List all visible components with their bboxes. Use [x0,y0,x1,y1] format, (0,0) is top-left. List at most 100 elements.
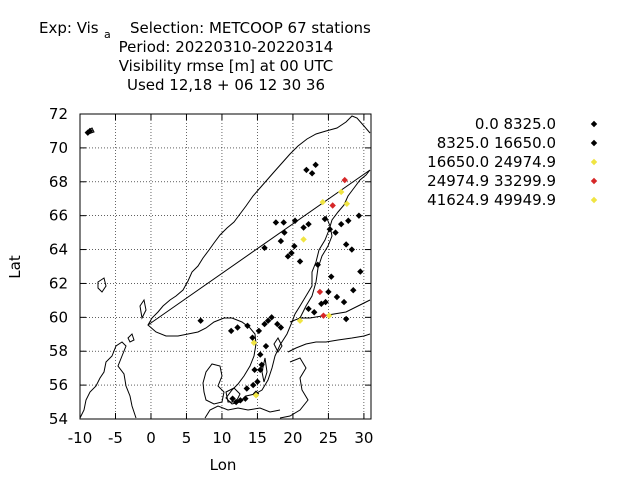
data-point [357,268,364,275]
data-point [308,170,316,177]
data-point [337,188,345,196]
data-point [277,324,285,331]
data-point [300,236,307,243]
data-point [249,381,257,389]
data-point [333,293,341,301]
data-point [320,312,327,319]
coastline-orkney [127,333,135,343]
coastline-oland [261,357,268,383]
data-point [316,288,324,296]
y-tick-label: 68 [49,173,68,191]
chart-title: Exp: Vis a Selection: METCOOP 67 station… [39,19,371,94]
data-point [251,366,258,374]
y-tick-label: 54 [49,410,68,428]
legend-marker [590,139,598,147]
x-tick-label: 30 [354,429,373,447]
legend-entry-label: 41624.9 49949.9 [427,191,556,209]
legend-entry-label: 8325.0 16650.0 [437,134,556,152]
data-point [314,261,321,269]
title-variable: Visibility rmse [m] at 00 UTC [119,57,333,75]
data-point [311,309,318,316]
data-point [229,395,236,402]
data-point [328,273,335,280]
coastline-shetland [139,298,147,320]
data-point [197,317,204,324]
data-point [288,249,295,257]
data-point [296,317,304,324]
data-point [242,395,249,402]
legend-marker [590,120,598,128]
y-tick-label: 66 [49,207,68,225]
data-point [337,220,345,228]
data-point [227,327,235,335]
legend-marker [590,177,598,185]
y-tick-label: 60 [49,308,68,326]
data-point [342,241,350,248]
data-point [291,242,298,250]
data-point [264,317,272,324]
coastline-great-britain [79,341,137,419]
title-period: Period: 20220310-20220314 [119,38,334,56]
legend-entry-label: 16650.0 24974.9 [427,153,556,171]
data-point [268,314,275,321]
title-subscript: a [104,28,111,41]
data-point [345,217,352,224]
data-point [305,220,312,228]
x-axis-label: Lon [210,456,237,474]
data-point [257,351,264,358]
data-point [258,361,265,368]
legend-entry-label: 24974.9 33299.9 [427,172,556,190]
coastline-scandinavia [147,115,371,405]
x-tick-label: 10 [212,429,231,447]
data-point [262,342,270,350]
data-point [261,320,268,328]
data-point [261,244,268,252]
data-point [312,161,319,169]
data-point [252,392,260,399]
data-point [355,212,363,219]
x-tick-label: 15 [248,429,267,447]
x-tick-label: 5 [182,429,192,447]
plot-frame [79,113,372,420]
coastline-zealand [225,387,241,403]
data-point [325,288,332,296]
x-tick-label: -10 [68,429,93,447]
data-point [257,366,264,374]
data-point [249,334,256,341]
legend-marker [590,158,598,166]
data-point [234,324,241,331]
data-point [250,339,258,346]
data-point [322,298,329,306]
data-point [305,305,312,313]
y-axis-label: Lat [6,255,24,279]
coastline-faroe [97,277,107,293]
data-point [272,219,280,226]
data-point [325,312,333,319]
coastline-map [79,115,371,419]
data-point [291,217,299,224]
data-point [254,378,261,385]
data-point [348,246,356,253]
title-exp: Exp: Vis [39,19,99,37]
y-tick-label: 56 [49,376,68,394]
data-point [280,219,287,226]
data-point [332,229,339,236]
legend-entry-label: 0.0 8325.0 [475,115,556,133]
coastline-baltic-states [279,333,371,419]
data-point [255,327,263,335]
data-point [342,315,350,323]
data-point [350,287,357,294]
data-point [244,322,251,330]
data-point [340,298,348,306]
x-tick-label: -5 [108,429,123,447]
x-tick-label: 20 [283,429,302,447]
data-point [321,215,329,223]
y-tick-label: 58 [49,342,68,360]
y-tick-label: 70 [49,139,68,157]
data-point [319,198,326,206]
data-point [243,385,250,392]
x-axis: -10 -5 0 5 10 15 20 25 30 [68,114,373,447]
y-tick-label: 72 [49,105,68,123]
